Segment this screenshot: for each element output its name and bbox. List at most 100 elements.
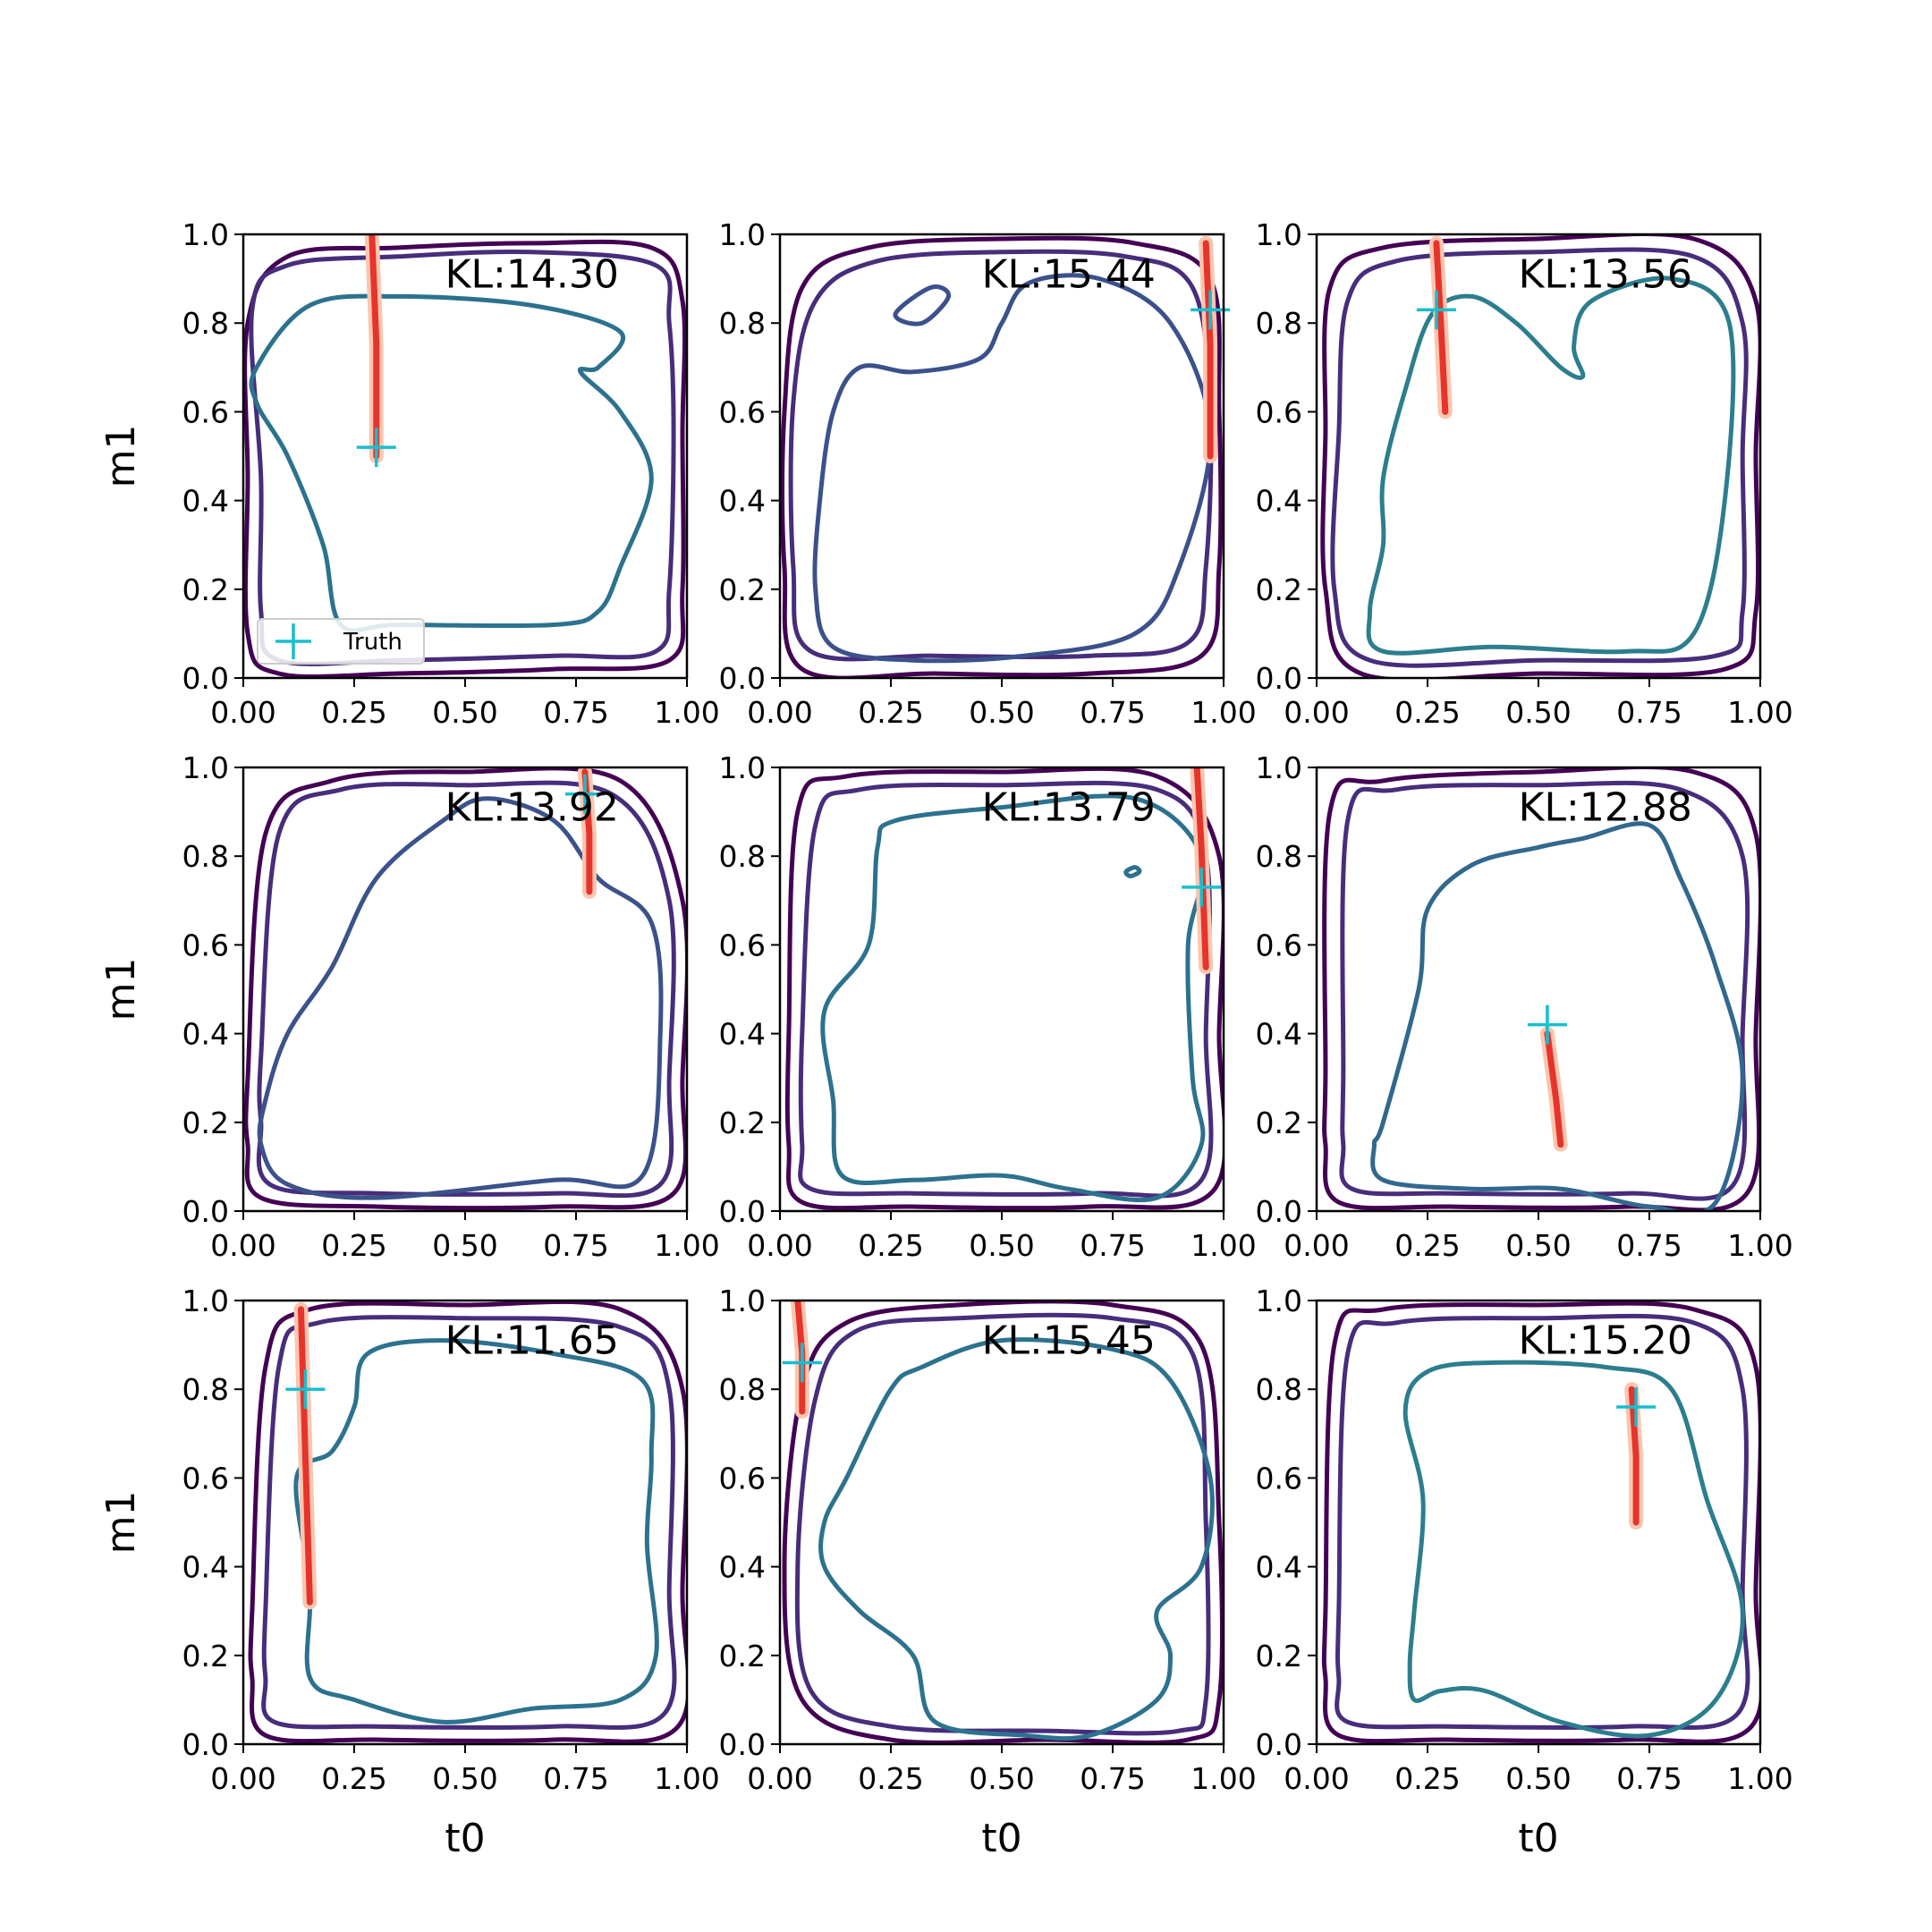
truth-marker	[564, 774, 605, 814]
y-tick-label: 0.8	[1256, 306, 1302, 341]
x-axis-label: t0	[981, 1816, 1021, 1861]
posterior-density	[1202, 240, 1214, 460]
contour-middle	[788, 249, 1214, 662]
y-tick-label: 0.4	[1256, 1017, 1302, 1052]
contour-outer	[782, 1301, 1224, 1744]
x-tick-label: 0.00	[1284, 1761, 1349, 1796]
contour-inner	[257, 796, 664, 1200]
x-tick-label: 0.75	[1616, 695, 1682, 730]
subplot-4: 0.00 0.25 0.50 0.75 1.00 0.0 0.2 0.4 0.6 0.8 1.0 KL…	[98, 750, 720, 1263]
y-tick-label: 0.6	[719, 928, 766, 962]
y-tick-label: 0.2	[719, 572, 766, 607]
plot-area	[1321, 1301, 1760, 1744]
y-tick-label: 0.0	[719, 1727, 766, 1762]
truth-marker	[1616, 1387, 1657, 1428]
y-tick-label: 0.2	[719, 1106, 766, 1140]
x-tick-label: 0.75	[543, 695, 608, 730]
y-tick-label: 0.6	[1256, 928, 1302, 962]
contour-inner	[1366, 275, 1736, 656]
y-tick-label: 0.0	[182, 1194, 229, 1229]
y-tick-label: 0.6	[182, 1461, 229, 1496]
y-tick-label: 1.0	[182, 1284, 229, 1318]
truth-marker	[356, 428, 396, 468]
y-tick-label: 1.0	[719, 217, 766, 252]
y-tick-label: 1.0	[1256, 217, 1302, 252]
y-tick-label: 0.4	[1256, 1550, 1302, 1585]
plot-area	[1320, 234, 1760, 678]
contour-inner	[1370, 821, 1745, 1211]
contour-outer	[780, 235, 1224, 678]
y-tick-label: 0.6	[719, 394, 766, 429]
y-tick-label: 0.8	[1256, 1372, 1302, 1407]
y-tick-label: 1.0	[719, 1284, 766, 1318]
y-tick-label: 0.2	[1256, 1106, 1302, 1140]
contour-outer	[1320, 234, 1760, 678]
subplot-7: 0.00 0.25 0.50 0.75 1.00 0.0 0.2 0.4 0.6 0.8 1.0 KL…	[98, 1284, 720, 1861]
contour-outer	[1322, 767, 1760, 1211]
contour-inner	[820, 793, 1207, 1203]
posterior-density	[1544, 1030, 1564, 1148]
y-tick-label: 0.8	[182, 839, 229, 874]
x-tick-label: 0.50	[1505, 1228, 1571, 1263]
x-tick-label: 0.00	[1284, 1228, 1349, 1263]
x-tick-label: 0.50	[969, 1228, 1034, 1263]
x-tick-label: 1.00	[1191, 695, 1256, 730]
x-tick-label: 0.00	[747, 1228, 812, 1263]
y-tick-label: 0.2	[1256, 1639, 1302, 1674]
y-tick-label: 0.8	[182, 306, 229, 341]
posterior-density	[369, 234, 380, 460]
x-tick-label: 0.00	[747, 1761, 812, 1796]
legend-box	[257, 618, 425, 665]
posterior-density	[1433, 240, 1449, 415]
y-tick-label: 0.0	[1256, 1194, 1302, 1229]
subplot-5: 0.00 0.25 0.50 0.75 1.00 0.0 0.2 0.4 0.6 0.8 1.0 KL…	[719, 750, 1257, 1263]
plot-area	[248, 1301, 687, 1744]
kl-annotation: KL:13.56	[1519, 252, 1692, 298]
x-tick-label: 0.25	[321, 695, 386, 730]
contour-island	[893, 284, 952, 326]
x-tick-label: 0.75	[543, 1761, 608, 1796]
x-axis-label: t0	[1518, 1816, 1558, 1861]
y-tick-label: 0.0	[719, 661, 766, 696]
posterior-density	[1193, 767, 1209, 970]
x-tick-label: 0.00	[747, 695, 812, 730]
x-tick-label: 0.25	[321, 1761, 386, 1796]
x-tick-label: 0.75	[1616, 1228, 1682, 1263]
y-tick-label: 0.4	[719, 1550, 766, 1585]
y-tick-label: 0.0	[1256, 661, 1302, 696]
x-tick-label: 0.50	[432, 1761, 497, 1796]
y-tick-label: 0.6	[719, 1461, 766, 1496]
x-tick-label: 0.50	[1505, 695, 1571, 730]
plot-area	[784, 767, 1224, 1211]
x-tick-label: 0.00	[1284, 695, 1349, 730]
contour-inner	[818, 1337, 1215, 1741]
kl-annotation: KL:12.88	[1519, 785, 1692, 831]
truth-marker	[285, 1369, 326, 1410]
kl-annotation: KL:14.30	[445, 252, 619, 298]
y-tick-label: 0.8	[182, 1372, 229, 1407]
x-tick-label: 0.75	[1616, 1761, 1682, 1796]
y-tick-label: 0.0	[182, 1727, 229, 1762]
kl-annotation: KL:13.79	[982, 785, 1156, 831]
y-axis-label: m1	[98, 425, 144, 488]
y-tick-label: 0.8	[1256, 839, 1302, 874]
subplot-3: 0.00 0.25 0.50 0.75 1.00 0.0 0.2 0.4 0.6 0.8 1.0 KL…	[1256, 217, 1793, 730]
x-tick-label: 0.50	[432, 695, 497, 730]
y-tick-label: 0.2	[1256, 572, 1302, 607]
contour-inner	[249, 293, 654, 633]
truth-marker	[1416, 290, 1456, 330]
x-tick-label: 0.75	[1080, 1761, 1145, 1796]
y-tick-label: 0.4	[182, 1550, 229, 1585]
y-tick-label: 1.0	[719, 750, 766, 785]
contour-middle	[1335, 1313, 1750, 1730]
y-tick-label: 0.4	[719, 484, 766, 519]
subplot-9: 0.00 0.25 0.50 0.75 1.00 0.0 0.2 0.4 0.6 0.8 1.0 KL…	[1256, 1284, 1793, 1861]
x-tick-label: 0.50	[1505, 1761, 1571, 1796]
x-tick-label: 1.00	[1191, 1228, 1256, 1263]
x-axis-label: t0	[445, 1816, 485, 1861]
truth-marker	[782, 1343, 822, 1383]
y-tick-label: 1.0	[1256, 1284, 1302, 1318]
contour-island	[1123, 865, 1142, 878]
x-tick-label: 0.25	[1394, 1761, 1460, 1796]
x-tick-label: 1.00	[654, 1761, 719, 1796]
